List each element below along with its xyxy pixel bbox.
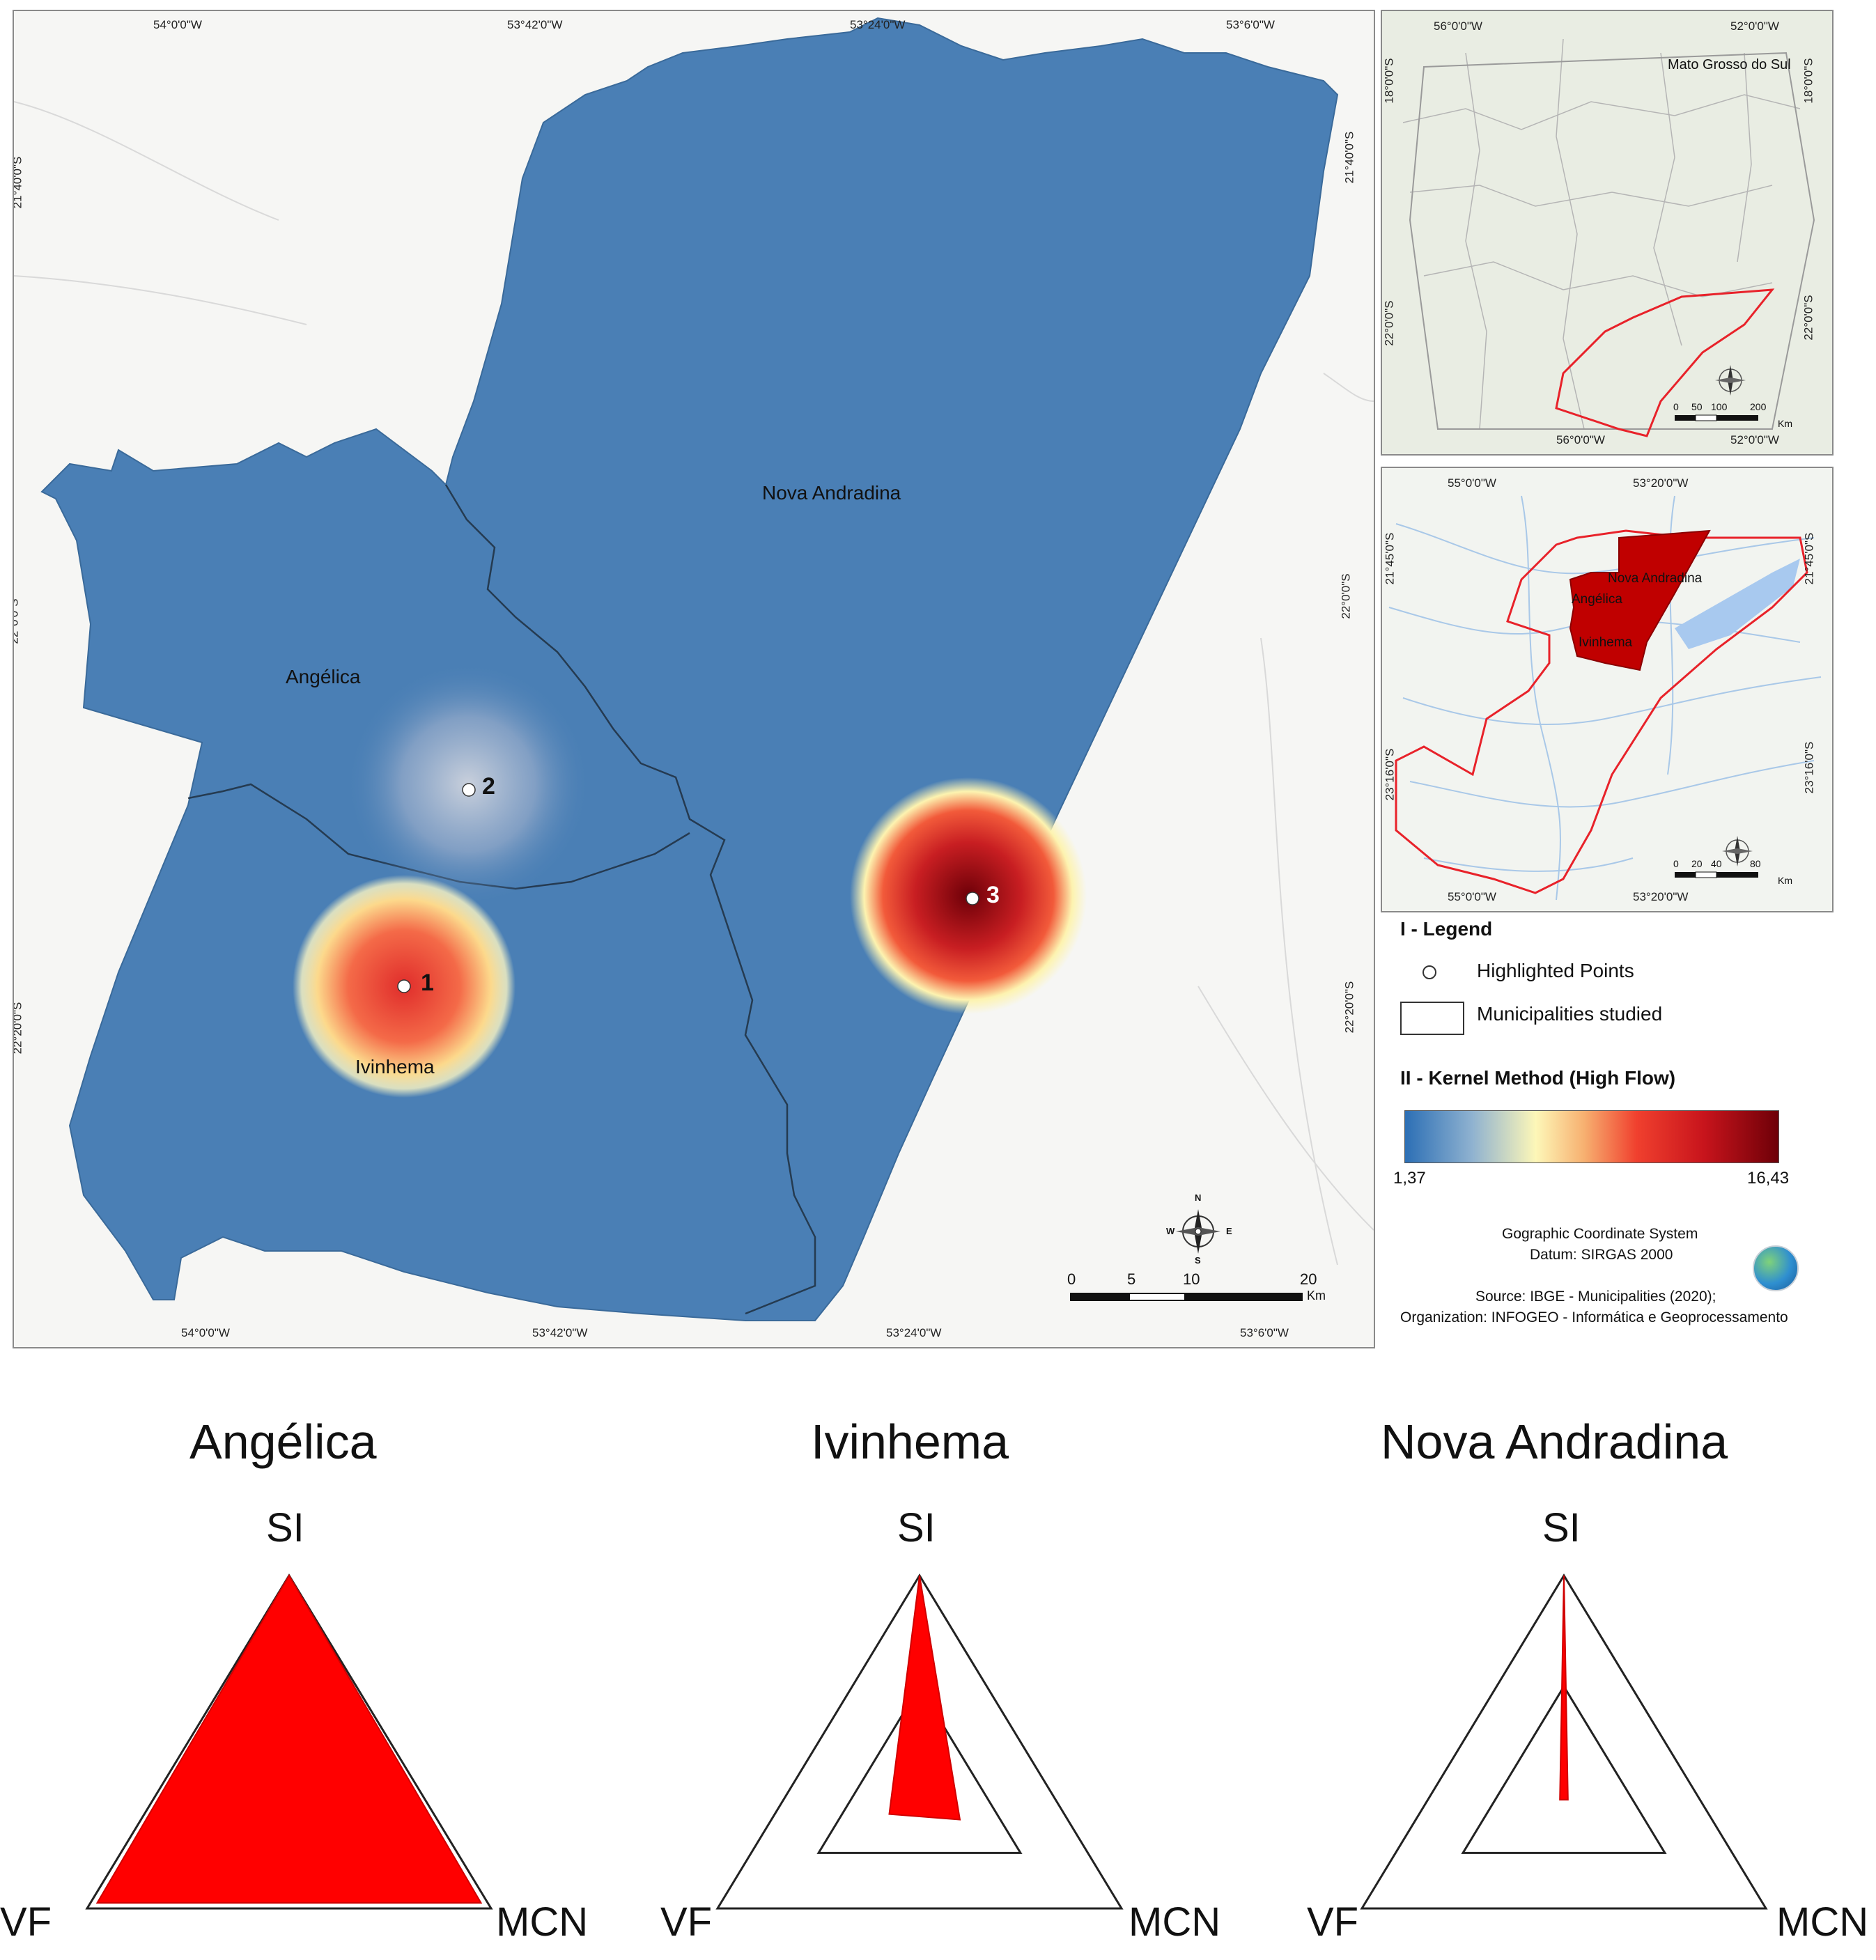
legend-title: I - Legend [1400, 918, 1493, 940]
region-outline [1395, 529, 1808, 894]
highlight-point-1 [397, 979, 411, 993]
point-label-3: 3 [986, 882, 1000, 908]
triangle-inner-3 [1461, 1684, 1667, 1854]
main-map-frame: 1 2 3 Nova Andradina Angélica Ivinhema 5… [13, 10, 1375, 1348]
point-label-1: 1 [421, 970, 434, 996]
highlight-point-3 [966, 892, 979, 905]
study-region-outline [1555, 288, 1775, 437]
triangle-title-nova-andradina: Nova Andradina [1381, 1415, 1728, 1469]
triangle-title-ivinhema: Ivinhema [811, 1415, 1009, 1469]
main-scale-bar: 0 5 10 20 Km [1067, 1270, 1326, 1302]
triangle-outer-3 [1360, 1573, 1768, 1910]
label-nova-andradina: Nova Andradina [762, 482, 901, 504]
legend-panel: I - Legend Highlighted Points Municipali… [1386, 912, 1860, 1344]
triangle-outer-2 [715, 1573, 1124, 1910]
bottom-coord-3: 53°24'0"W [886, 1326, 942, 1339]
compass-rose-icon: N S W E [1166, 1192, 1232, 1266]
triangle-title-angelica: Angélica [189, 1415, 377, 1469]
triangle-outer-1 [85, 1573, 493, 1910]
top-coord-1: 54°0'0"W [153, 18, 202, 31]
state-title: Mato Grosso do Sul [1668, 57, 1791, 72]
kernel-title: II - Kernel Method (High Flow) [1400, 1067, 1676, 1089]
top-coord-4: 53°6'0"W [1226, 18, 1275, 31]
highlight-point-2 [462, 783, 476, 797]
label-angelica: Angélica [286, 666, 361, 687]
bottom-coord-4: 53°6'0"W [1240, 1326, 1289, 1339]
main-map-canvas [14, 17, 1374, 1321]
bottom-coord-2: 53°42'0"W [532, 1326, 588, 1339]
triangle-value-area-1 [95, 1574, 483, 1904]
kernel-color-ramp [1404, 1110, 1779, 1163]
triangle-value-area-3 [1559, 1575, 1569, 1800]
municipality-swatch-icon [1400, 1002, 1464, 1035]
point-label-2: 2 [482, 773, 495, 800]
infogeo-logo-icon [1753, 1245, 1799, 1291]
study-municipalities-fill [1569, 529, 1711, 671]
inset-state-map: Mato Grosso do Sul 56°0'0"W 52°0'0"W 56°… [1381, 10, 1834, 456]
inset-region-map: Nova Andradina Angélica Ivinhema 55°0'0"… [1381, 467, 1834, 912]
top-coord-3: 53°24'0"W [850, 18, 906, 31]
triangle-value-area-2 [888, 1575, 961, 1821]
state-scale-labels: 0 50 100 200 Km [1673, 401, 1792, 429]
triangle-inner-2 [816, 1684, 1023, 1854]
bottom-coord-1: 54°0'0"W [181, 1326, 230, 1339]
label-ivinhema: Ivinhema [355, 1056, 435, 1078]
highlight-point-icon [1422, 965, 1436, 979]
region-scale-labels: 0 20 40 80 Km [1673, 858, 1792, 886]
top-coord-2: 53°42'0"W [507, 18, 563, 31]
state-outline [1409, 52, 1815, 430]
